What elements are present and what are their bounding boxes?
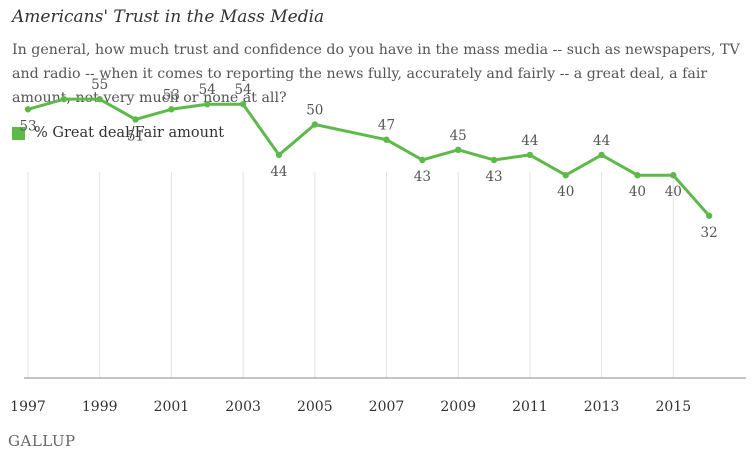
x-tick-label: 2005	[297, 399, 333, 415]
data-point	[204, 101, 211, 108]
data-point	[634, 172, 641, 179]
data-point	[598, 151, 605, 159]
x-tick-label: 2007	[369, 399, 405, 415]
data-label: 43	[414, 169, 431, 185]
data-label: 53	[163, 87, 180, 103]
data-point	[419, 156, 426, 164]
data-label: 54	[235, 82, 252, 98]
data-label: 50	[306, 103, 323, 119]
legend-label: % Great deal/Fair amount	[34, 125, 225, 141]
data-point	[383, 136, 390, 143]
x-tick-label: 1999	[82, 399, 118, 415]
data-label: 40	[665, 184, 682, 200]
legend-swatch	[12, 126, 25, 140]
data-point	[311, 121, 318, 128]
x-tick-label: 2001	[154, 399, 190, 415]
data-label: 40	[557, 184, 574, 200]
data-label: 44	[521, 133, 538, 149]
x-tick-label: 2003	[225, 399, 261, 415]
data-point	[24, 106, 32, 113]
data-point	[132, 116, 139, 123]
legend: % Great deal/Fair amount	[12, 125, 224, 141]
data-label: 44	[593, 133, 610, 149]
series-line	[27, 97, 711, 217]
data-point	[562, 172, 569, 179]
data-label: 40	[629, 184, 646, 200]
data-point	[490, 156, 498, 164]
x-tick-label: 2013	[584, 399, 620, 415]
data-point	[96, 95, 103, 103]
data-label: 44	[270, 164, 287, 180]
data-point	[526, 151, 534, 159]
data-point	[168, 106, 175, 113]
data-label: 32	[701, 225, 718, 241]
series	[24, 95, 713, 219]
data-label: 47	[378, 118, 395, 134]
data-label: 45	[450, 128, 467, 144]
x-tick-label: 2009	[440, 399, 476, 415]
chart-subtitle: In general, how much trust and confidenc…	[12, 42, 740, 106]
gallup-logo: GALLUP	[8, 432, 76, 450]
data-point	[239, 101, 247, 108]
data-point	[455, 146, 462, 154]
grid	[27, 172, 674, 378]
data-label: 55	[91, 77, 108, 93]
data-point	[275, 151, 283, 159]
data-point	[670, 172, 677, 179]
x-tick-label: 2015	[655, 399, 691, 415]
data-label: 54	[199, 82, 216, 98]
data-label: 51	[127, 128, 144, 144]
data-point	[60, 95, 68, 103]
data-labels: 53 55 51 53 54 54 44 50 47 43 45 43 44 40 44 40 40 32	[19, 77, 717, 241]
data-label: 43	[485, 169, 502, 185]
x-tick-labels: 1997 1999 2001 2003 2005 2007 2009 2011 2013 2015	[10, 399, 691, 415]
data-point	[705, 212, 713, 219]
x-tick-label: 2011	[512, 399, 548, 415]
chart-title: Americans' Trust in the Mass Media	[12, 7, 325, 27]
x-tick-label: 1997	[10, 399, 46, 415]
data-label: 53	[19, 118, 36, 134]
